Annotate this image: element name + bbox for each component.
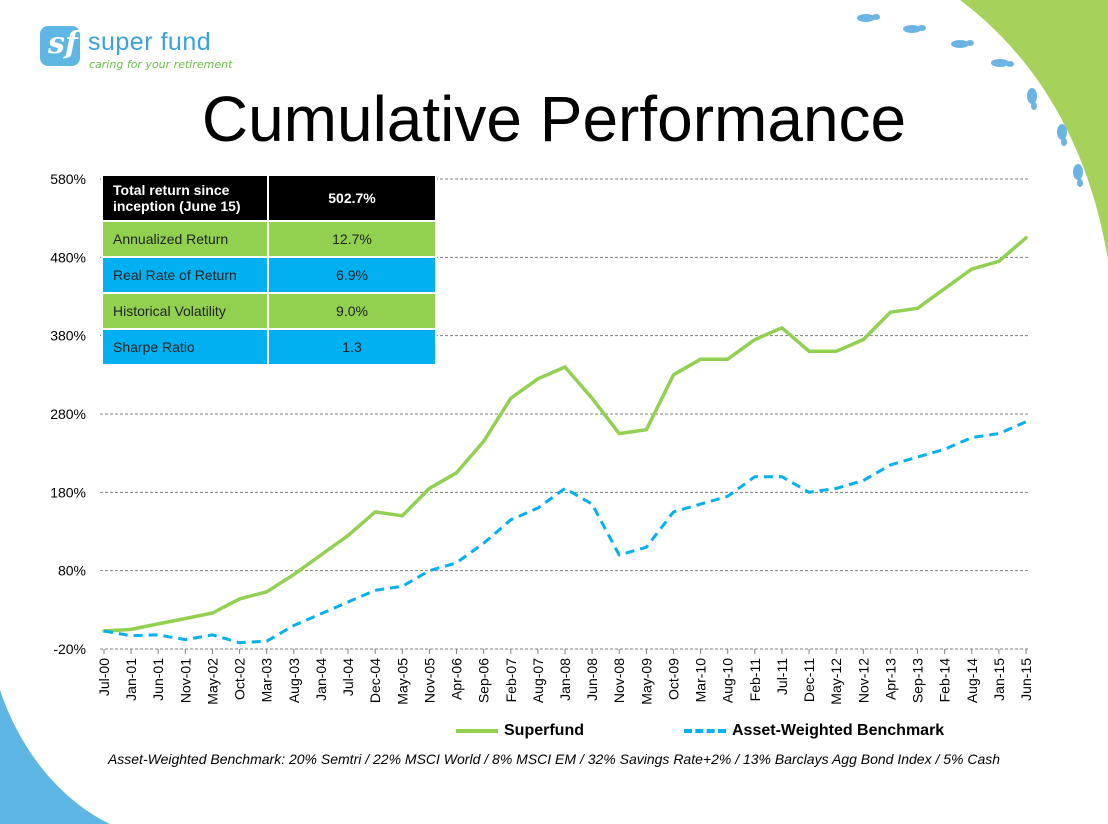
- corner-green-swoosh: [960, 0, 1108, 260]
- x-tick-label: Dec-04: [367, 658, 383, 703]
- brand-name: super fund: [88, 28, 212, 56]
- cumulative-performance-chart: -20% 80% 180% 280% 380% 480% 580% Jul-00 Jan-01 J…: [50, 171, 1034, 705]
- x-tick-label: Jun-08: [584, 658, 600, 701]
- ants-trail-icon: [857, 14, 1083, 187]
- x-tick-label: Jun-15: [1018, 658, 1034, 701]
- x-tick-label: Feb-14: [937, 658, 953, 703]
- x-tick-label: Nov-08: [611, 658, 627, 703]
- legend-label: Superfund: [504, 722, 584, 739]
- legend-item-benchmark: Asset-Weighted Benchmark: [684, 722, 944, 740]
- x-tick-label: Mar-10: [693, 658, 709, 703]
- stats-row-sharpe: Sharpe Ratio 1.3: [101, 328, 437, 366]
- x-tick-label: May-09: [638, 658, 654, 705]
- stats-table: Total return since inception (June 15) 5…: [101, 174, 437, 366]
- legend-item-superfund: Superfund: [456, 722, 584, 740]
- x-tick-label: Jul-04: [340, 658, 356, 696]
- x-tick-label: Jan-08: [557, 658, 573, 701]
- y-tick-label: -20%: [53, 641, 86, 657]
- stats-value: 1.3: [267, 328, 437, 366]
- x-tick-label: Jan-04: [313, 658, 329, 701]
- x-tick-label: Aug-14: [964, 658, 980, 703]
- stats-row-annualized-return: Annualized Return 12.7%: [101, 220, 437, 258]
- x-tick-label: Sep-06: [476, 658, 492, 703]
- x-tick-label: Apr-13: [882, 658, 898, 700]
- x-tick-label: Apr-06: [449, 658, 465, 700]
- page-title: Cumulative Performance: [201, 83, 907, 155]
- x-tick-label: Aug-07: [530, 658, 546, 703]
- x-tick-label: Aug-03: [286, 658, 302, 703]
- stats-label: Annualized Return: [101, 220, 269, 258]
- x-tick-label: Nov-12: [855, 658, 871, 703]
- x-tick-label: Sep-13: [910, 658, 926, 703]
- stats-value: 9.0%: [267, 292, 437, 330]
- stats-row-volatility: Historical Volatility 9.0%: [101, 292, 437, 330]
- y-tick-label: 580%: [50, 171, 86, 187]
- stats-label: Total return since inception (June 15): [101, 174, 269, 222]
- x-tick-label: Jul-11: [774, 658, 790, 695]
- series-line-benchmark: [103, 420, 1027, 645]
- x-tick-label: Mar-03: [259, 658, 275, 703]
- x-tick-label: Jul-00: [96, 658, 112, 696]
- stats-value: 6.9%: [267, 256, 437, 294]
- stats-value: 12.7%: [267, 220, 437, 258]
- x-tick-label: May-12: [828, 658, 844, 705]
- x-tick-label: Jan-01: [123, 658, 139, 701]
- y-tick-label: 280%: [50, 406, 86, 422]
- x-tick-label: Nov-01: [177, 658, 193, 703]
- x-tick-label: Nov-05: [421, 658, 437, 703]
- stats-value: 502.7%: [267, 174, 437, 222]
- stats-label: Real Rate of Return: [101, 256, 269, 294]
- stats-row-total-return: Total return since inception (June 15) 5…: [101, 174, 437, 222]
- x-tick-label: Dec-11: [801, 658, 817, 702]
- legend-label: Asset-Weighted Benchmark: [732, 722, 945, 739]
- stats-label: Historical Volatility: [101, 292, 269, 330]
- chart-legend: Superfund Asset-Weighted Benchmark: [0, 722, 1108, 746]
- stats-row-real-return: Real Rate of Return 6.9%: [101, 256, 437, 294]
- y-tick-label: 80%: [58, 563, 86, 579]
- stats-label: Sharpe Ratio: [101, 328, 269, 366]
- x-tick-label: Feb-11: [747, 658, 763, 702]
- x-tick-label: Feb-07: [503, 658, 519, 703]
- corner-blue-swoosh: [0, 690, 110, 824]
- brand-tagline: caring for your retirement: [89, 58, 233, 71]
- logo-mark-icon: sf: [40, 26, 80, 66]
- x-tick-label: Aug-10: [720, 658, 736, 703]
- y-tick-label: 380%: [50, 328, 86, 344]
- x-tick-label: May-05: [394, 658, 410, 705]
- x-tick-label: Oct-02: [232, 658, 248, 700]
- x-tick-label: Jan-15: [991, 658, 1007, 701]
- y-tick-label: 180%: [50, 484, 86, 500]
- x-tick-label: May-02: [204, 658, 220, 705]
- x-tick-label: Oct-09: [665, 658, 681, 700]
- x-tick-label: Jun-01: [150, 658, 166, 701]
- benchmark-footnote: Asset-Weighted Benchmark: 20% Semtri / 2…: [107, 751, 1001, 767]
- legend-swatch-solid: [456, 729, 498, 733]
- y-tick-label: 480%: [50, 249, 86, 265]
- legend-swatch-dashed: [684, 729, 726, 733]
